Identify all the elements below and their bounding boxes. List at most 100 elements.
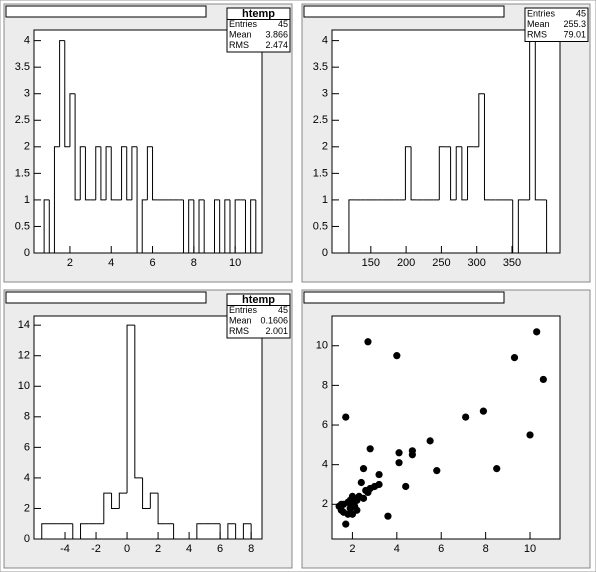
y-tick-label: 12: [18, 350, 30, 362]
histogram-bin: [461, 146, 468, 201]
stats-value: 255.3: [563, 19, 586, 29]
histogram-bin: [141, 199, 148, 253]
histogram-bin: [450, 146, 457, 201]
y-tick-label: 8: [322, 379, 328, 391]
y-tick-label: 4: [322, 459, 328, 471]
x-tick-label: 10: [229, 257, 241, 269]
y-tick-label: 0: [24, 247, 30, 259]
stats-label: RMS: [229, 40, 249, 50]
histogram-bin: [53, 146, 60, 253]
y-tick-label: 4: [322, 35, 328, 47]
scatter-point: [510, 354, 519, 362]
scatter-point: [353, 506, 361, 514]
scatter-point: [335, 502, 343, 510]
histogram-bin: [134, 325, 143, 479]
histogram-bin: [219, 199, 225, 254]
scatter-point: [366, 445, 374, 453]
histogram-bin: [229, 199, 236, 254]
x-tick-label: 6: [438, 543, 444, 555]
histogram-bin: [79, 146, 86, 200]
histogram-bin: [69, 93, 76, 147]
stats-value: 79.01: [563, 30, 586, 40]
x-tick-label: 350: [503, 257, 521, 269]
x-tick-label: 10: [524, 543, 536, 555]
histogram-bin: [110, 146, 117, 201]
histogram-bin: [242, 523, 252, 539]
y-tick-label: 1: [24, 194, 30, 206]
stats-box: [524, 7, 589, 42]
histogram-bin: [234, 199, 241, 253]
pad-title-box: [5, 291, 207, 304]
stats-label: Entries: [229, 305, 258, 315]
histogram-bin: [118, 492, 128, 509]
frame: [33, 29, 263, 254]
histogram-bin: [244, 199, 251, 254]
x-tick-label: 200: [397, 257, 415, 269]
y-tick-label: 4: [24, 35, 30, 47]
frame: [331, 315, 561, 540]
scatter-point: [395, 459, 403, 467]
stats-value: 2.001: [265, 326, 288, 336]
scatter-point: [342, 413, 350, 421]
histogram-bin: [95, 146, 101, 200]
scatter-point: [384, 512, 392, 520]
x-tick-label: 2: [67, 257, 73, 269]
histogram-bin: [105, 146, 112, 200]
y-tick-label: 4: [24, 472, 30, 484]
y-tick-label: 10: [316, 340, 328, 352]
pad-title-box: [5, 5, 207, 18]
scatter-point: [344, 498, 352, 506]
y-tick-label: 14: [18, 319, 30, 331]
histogram-bin: [467, 146, 474, 200]
scatter-point: [371, 482, 379, 491]
pad-title-box: [303, 291, 505, 304]
scatter-point: [462, 413, 470, 421]
y-tick-label: 0.5: [313, 220, 328, 232]
x-tick-label: -4: [60, 543, 70, 555]
x-tick-label: 8: [191, 257, 197, 269]
y-tick-label: 0.5: [15, 220, 30, 232]
y-tick-label: 8: [24, 411, 30, 423]
histogram-bin: [534, 40, 541, 201]
y-tick-label: 2: [24, 141, 30, 153]
scatter-point: [375, 470, 383, 479]
scatter-point: [364, 338, 372, 346]
histogram-bin: [41, 523, 50, 539]
y-tick-label: 6: [322, 419, 328, 431]
scatter-point: [339, 508, 348, 516]
pad: 2 4 6 8 10 2 4 6 8 10: [301, 289, 591, 569]
scatter-point: [393, 352, 401, 360]
histogram-bin: [198, 199, 205, 253]
stats-label: Mean: [527, 19, 550, 29]
y-tick-label: 2: [24, 502, 30, 514]
x-tick-label: 2: [349, 543, 355, 555]
histogram-bin: [103, 492, 112, 524]
x-tick-label: 6: [217, 543, 223, 555]
histogram-bin: [235, 523, 244, 540]
y-tick-label: 1: [322, 194, 328, 206]
histogram-bin: [126, 324, 135, 494]
histogram-bin: [59, 40, 65, 147]
histogram-bin: [455, 146, 462, 200]
histogram-bin: [121, 146, 127, 200]
stats-label: Mean: [229, 316, 252, 326]
x-tick-label: 2: [155, 543, 161, 555]
histogram-bin: [193, 199, 200, 254]
histogram-bin: [72, 523, 81, 540]
histogram-bin: [157, 493, 166, 525]
histogram-bin: [483, 93, 491, 201]
x-tick-label: 250: [432, 257, 450, 269]
x-tick-label: -2: [91, 543, 101, 555]
y-tick-label: 3.5: [15, 61, 30, 73]
scatter-point: [342, 520, 350, 528]
histogram-bin: [219, 523, 228, 540]
scatter-point: [493, 465, 501, 473]
histogram-bin: [224, 199, 230, 253]
x-tick-label: 4: [186, 543, 192, 555]
stats-value: 45: [278, 305, 288, 315]
y-tick-label: 2.5: [15, 114, 30, 126]
stats-title: htemp: [242, 294, 275, 306]
pad-title-box: [303, 5, 505, 18]
stats-title: htemp: [242, 8, 275, 20]
